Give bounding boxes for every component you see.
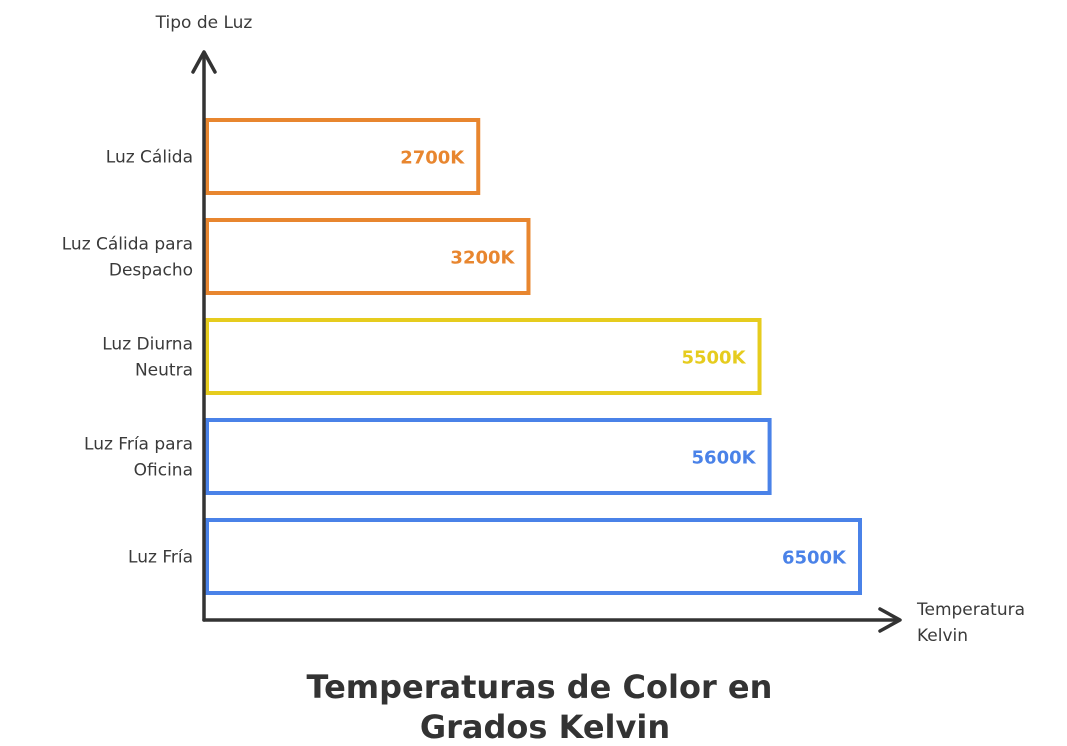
category-label: Luz Diurna Neutra — [102, 335, 193, 381]
bar — [205, 318, 762, 395]
bar — [205, 218, 531, 295]
bar-value-label: 5500K — [681, 348, 746, 369]
category-label: Luz Fría — [128, 548, 193, 568]
bar-value-label: 2700K — [400, 148, 465, 169]
bars-group: 2700K Luz Cálida 3200K Luz Cálida para Despa… — [62, 118, 862, 595]
chart-title: Temperaturas de Color en Grados Kelvin — [307, 668, 784, 746]
bar — [205, 118, 481, 195]
category-label: Luz Fría para Oficina — [84, 435, 193, 481]
bar — [205, 418, 772, 495]
category-label-line: Luz Cálida — [106, 148, 193, 168]
bar-value-label: 3200K — [450, 248, 515, 269]
y-axis-arrow-icon — [191, 50, 217, 74]
x-axis-title: Temperatura Kelvin — [916, 600, 1030, 646]
y-axis-title: Tipo de Luz — [155, 13, 253, 33]
category-label-line: Oficina — [134, 461, 193, 481]
chart-title-line: Grados Kelvin — [420, 708, 670, 746]
x-axis-title-line: Kelvin — [917, 626, 968, 646]
x-axis-title-line: Temperatura — [916, 600, 1025, 620]
category-label-line: Despacho — [109, 261, 193, 281]
bar — [205, 518, 862, 595]
category-label-line: Neutra — [135, 361, 193, 381]
category-label: Luz Cálida — [106, 148, 193, 168]
bar-value-label: 5600K — [692, 448, 757, 469]
bar-value-label: 6500K — [782, 548, 847, 569]
category-label: Luz Cálida para Despacho — [62, 235, 193, 281]
chart-title-line: Temperaturas de Color en — [307, 668, 773, 706]
category-label-line: Luz Fría para — [84, 435, 193, 455]
x-axis-arrow-icon — [878, 607, 902, 633]
category-label-line: Luz Cálida para — [62, 235, 193, 255]
category-label-line: Luz Fría — [128, 548, 193, 568]
category-label-line: Luz Diurna — [102, 335, 193, 355]
